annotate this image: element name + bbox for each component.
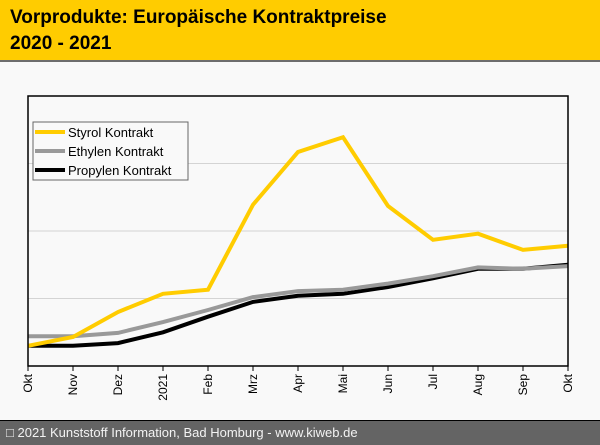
x-tick-label: Jul — [426, 374, 440, 389]
footer: □ 2021 Kunststoff Information, Bad Hombu… — [0, 420, 600, 445]
legend-label: Propylen Kontrakt — [68, 163, 172, 178]
chart-title: Vorprodukte: Europäische Kontraktpreise — [10, 7, 387, 28]
legend-label: Ethylen Kontrakt — [68, 144, 164, 159]
x-tick-label: Aug — [471, 374, 485, 395]
chart-subtitle: 2020 - 2021 — [10, 33, 112, 54]
chart-header: Vorprodukte: Europäische Kontraktpreise … — [0, 0, 600, 62]
x-tick-label: Apr — [291, 374, 305, 393]
x-tick-label: Feb — [201, 374, 215, 395]
x-tick-label: Okt — [21, 373, 35, 392]
legend: Styrol Kontrakt Ethylen Kontrakt Propylen … — [32, 121, 189, 181]
line-chart: Okt Nov Dez 2021 Feb Mrz Apr Mai Jun Jul Aug Sep Okt… — [21, 95, 575, 401]
x-tick-label: Jun — [381, 374, 395, 393]
x-tick-label: Mrz — [246, 374, 260, 394]
series-lines — [27, 134, 569, 348]
copyright-icon: □ — [6, 425, 14, 440]
series-line-ethylen-kontrakt — [28, 264, 569, 339]
x-tick-label: 2021 — [156, 374, 170, 401]
x-tick-label: Dez — [111, 374, 125, 395]
x-tick-label: Okt — [561, 373, 575, 392]
copyright-text: □ 2021 Kunststoff Information, Bad Hombu… — [6, 425, 358, 440]
gridlines — [28, 163, 568, 299]
series-line-styrol-kontrakt — [27, 134, 569, 348]
legend-label: Styrol Kontrakt — [68, 125, 154, 140]
x-tick-label: Nov — [66, 374, 80, 395]
x-axis: Okt Nov Dez 2021 Feb Mrz Apr Mai Jun Jul Aug Sep Okt — [21, 366, 575, 401]
x-tick-label: Sep — [516, 374, 530, 396]
x-tick-label: Mai — [336, 374, 350, 393]
